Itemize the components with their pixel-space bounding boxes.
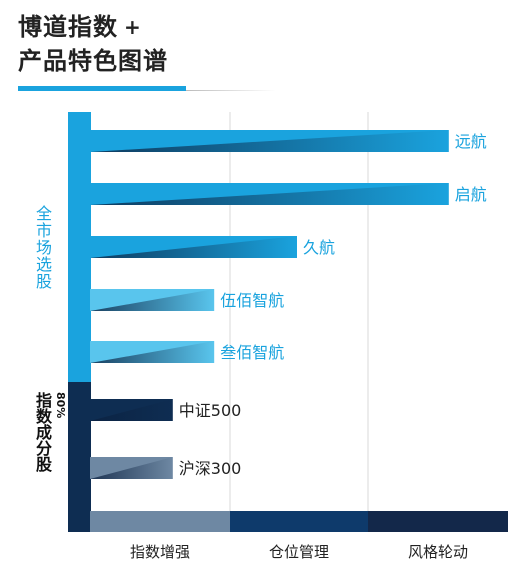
title-main: 博道指数 — [18, 13, 118, 41]
x-category-label: 风格轮动 — [407, 543, 468, 561]
title-underline — [18, 86, 186, 91]
spine-index — [68, 382, 91, 532]
bar-label-3: 伍佰智航 — [220, 291, 284, 310]
base-segment-2 — [368, 511, 508, 532]
base-segment-1 — [230, 511, 368, 532]
title-line-2: 产品特色图谱 — [18, 47, 168, 75]
x-category-label: 仓位管理 — [268, 543, 329, 561]
bar-label-4: 叁佰智航 — [220, 343, 284, 362]
bar-shade-2 — [90, 236, 297, 258]
category-spine — [68, 112, 91, 532]
base-segment-0 — [90, 511, 230, 532]
title-block: 博道指数 + 产品特色图谱 — [18, 10, 168, 78]
bar-label-0: 远航 — [455, 132, 487, 151]
bar-label-1: 启航 — [455, 185, 487, 204]
group-label-index-text: 指数成分股 — [33, 392, 52, 472]
title-line-1: 博道指数 + — [18, 10, 168, 44]
title-plus: + — [124, 15, 142, 39]
bar-label-2: 久航 — [303, 238, 335, 257]
group-label-index: 80% 指数成分股 — [30, 392, 67, 472]
bar-shade-6 — [90, 457, 173, 479]
base-segments — [90, 511, 508, 532]
bar-label-6: 沪深300 — [179, 459, 242, 478]
group-label-market: 全市场选股 — [33, 205, 52, 290]
x-category-label: 指数增强 — [129, 543, 190, 561]
spine-market — [68, 112, 91, 382]
bar-label-5: 中证500 — [179, 401, 242, 420]
bar-shade-5 — [90, 399, 173, 421]
bar-shade-3 — [90, 289, 215, 311]
bar-shade-0 — [90, 130, 449, 152]
bar-shade-1 — [90, 183, 449, 205]
group-label-index-pct: 80% — [54, 392, 67, 419]
bar-shade-4 — [90, 341, 215, 363]
title-underline-fade — [186, 90, 276, 91]
gridlines — [229, 112, 369, 512]
